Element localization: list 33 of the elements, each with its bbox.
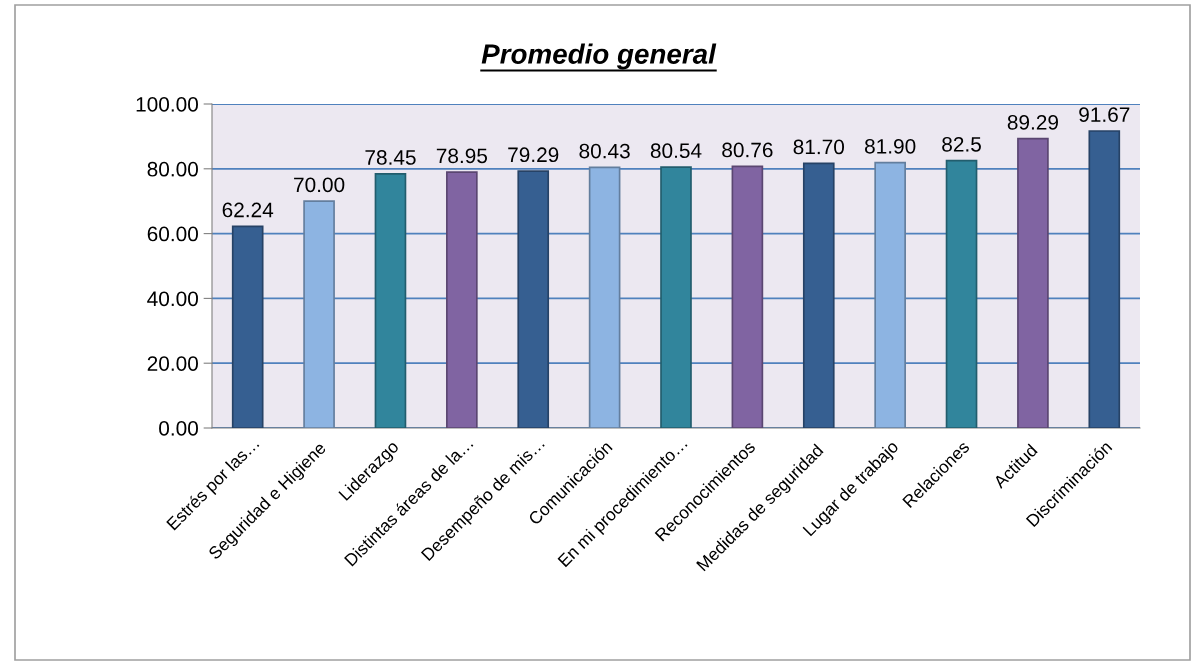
bar	[446, 171, 478, 428]
y-tick-label: 60.00	[147, 226, 198, 242]
bar	[374, 172, 407, 428]
bar	[1088, 130, 1121, 428]
bar	[731, 165, 764, 428]
bar	[303, 200, 335, 428]
bar	[802, 162, 835, 428]
bar	[945, 159, 978, 428]
y-tick-label: 100.00	[136, 97, 198, 112]
y-tick-label: 40.00	[147, 291, 198, 307]
bar	[1017, 137, 1049, 428]
data-label: 82.5	[942, 136, 981, 152]
data-label: 62.24	[222, 202, 274, 218]
data-label: 81.70	[793, 139, 845, 155]
y-tick-label: 0.00	[159, 421, 198, 436]
data-label: 80.54	[650, 143, 702, 159]
data-label: 79.29	[508, 147, 559, 163]
bar	[588, 166, 621, 428]
bar	[517, 170, 550, 428]
data-label: 81.90	[864, 138, 916, 154]
bar	[660, 166, 692, 428]
data-label: 89.29	[1007, 114, 1059, 130]
data-label: 78.95	[436, 148, 488, 164]
y-tick-label: 80.00	[147, 161, 198, 177]
bar	[231, 225, 264, 428]
data-label: 78.45	[365, 150, 416, 165]
y-tick-label: 20.00	[147, 356, 198, 371]
data-label: 80.76	[722, 142, 773, 158]
data-label: 70.00	[294, 177, 345, 193]
bar	[874, 161, 906, 428]
chart-title: Promedio general	[481, 43, 717, 70]
data-label: 80.43	[579, 143, 630, 159]
data-label: 91.67	[1079, 107, 1130, 123]
